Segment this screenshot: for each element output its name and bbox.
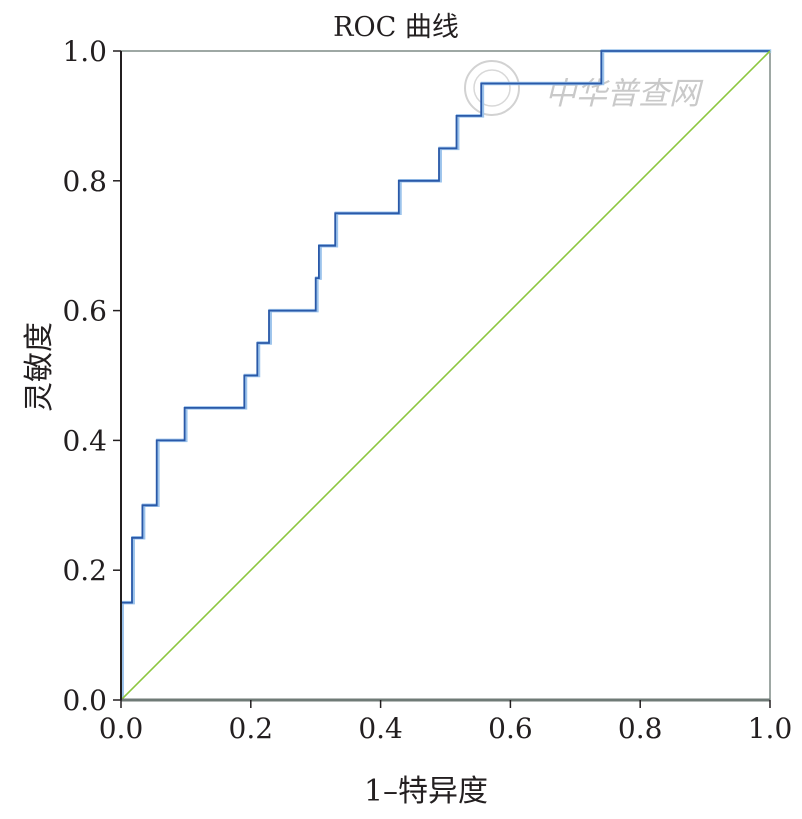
- y-tick-label-3: 0.6: [62, 295, 107, 328]
- watermark-seal-icon: [464, 60, 520, 116]
- y-tick-label-0: 0.0: [62, 684, 107, 717]
- chart-title: ROC 曲线: [333, 12, 459, 43]
- x-tick-label-4: 0.8: [618, 712, 663, 745]
- series-layer: [120, 49, 772, 701]
- y-tick-label-4: 0.8: [62, 165, 107, 198]
- watermark: 中华普查网: [464, 60, 704, 116]
- roc-curve-line: [120, 50, 770, 700]
- x-tick-label-3: 0.6: [488, 712, 533, 745]
- y-tick-label-1: 0.2: [62, 554, 107, 587]
- x-axis-label: 1–特异度: [364, 774, 488, 809]
- y-axis-label: 灵敏度: [22, 322, 57, 412]
- watermark-text: 中华普查网: [545, 76, 704, 112]
- watermark-seal-inner: [473, 69, 511, 107]
- x-tick-label-5: 1.0: [748, 712, 793, 745]
- y-tick-label-2: 0.4: [62, 424, 107, 457]
- reference-diagonal-line: [120, 50, 771, 701]
- x-tick-label-2: 0.4: [358, 712, 403, 745]
- x-tick-label-0: 0.0: [99, 712, 144, 745]
- y-tick-label-5: 1.0: [62, 35, 107, 68]
- x-tick-label-1: 0.2: [229, 712, 274, 745]
- axes: [120, 51, 770, 702]
- tick-layer: 0.0 0.2 0.4 0.6 0.8 1.0 0.0 0.2 0.4 0.6 0.8 1.0: [62, 35, 792, 745]
